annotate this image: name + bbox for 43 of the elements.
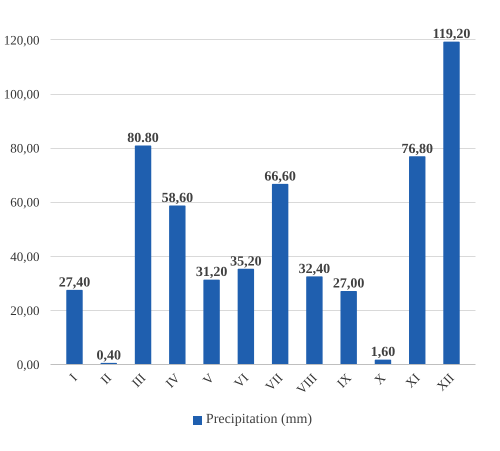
data-label: 66,60 bbox=[264, 169, 296, 184]
bar bbox=[409, 156, 426, 364]
bar bbox=[272, 184, 288, 364]
y-tick-label: 0,00 bbox=[16, 357, 40, 372]
x-tick-label: III bbox=[128, 370, 148, 390]
data-label: 27,40 bbox=[58, 275, 90, 290]
data-label: 31,20 bbox=[196, 265, 228, 280]
data-label: 1,60 bbox=[370, 345, 396, 360]
y-tick-label: 80,00 bbox=[10, 140, 40, 156]
data-label: 32,40 bbox=[298, 262, 330, 277]
bar bbox=[203, 280, 220, 364]
data-label: 58,60 bbox=[162, 191, 194, 206]
x-tick-label: V bbox=[200, 370, 218, 388]
x-tick-label: X bbox=[371, 370, 389, 388]
bar bbox=[134, 145, 152, 364]
data-label: 76,80 bbox=[401, 142, 433, 157]
x-tick-label: VI bbox=[230, 370, 252, 391]
y-tick-label: 40,00 bbox=[10, 248, 40, 264]
x-tick-label: IV bbox=[162, 370, 184, 391]
x-tick-label: II bbox=[97, 370, 114, 387]
bar bbox=[238, 268, 254, 364]
data-label: 80.80 bbox=[127, 130, 159, 146]
y-tick-label: 120,00 bbox=[4, 32, 40, 48]
y-tick-label: 100,00 bbox=[4, 86, 40, 102]
bar bbox=[66, 290, 83, 364]
x-tick-label: I bbox=[66, 370, 80, 384]
bar bbox=[443, 42, 460, 364]
x-tick-label: IX bbox=[334, 370, 354, 391]
x-tick-label: VIII bbox=[293, 370, 320, 397]
data-label: 27,00 bbox=[332, 276, 364, 292]
y-tick-label: 20,00 bbox=[10, 302, 40, 318]
data-label: 0,40 bbox=[96, 348, 122, 364]
y-tick-label: 60,00 bbox=[10, 194, 40, 210]
bar bbox=[374, 360, 392, 364]
legend-label: Precipitation (mm) bbox=[204, 411, 312, 429]
data-label: 119,20 bbox=[432, 27, 470, 42]
data-label: 35,20 bbox=[230, 254, 262, 270]
bar bbox=[169, 206, 186, 364]
bar bbox=[306, 276, 323, 364]
x-tick-label: XII bbox=[434, 370, 457, 394]
x-tick-label: XI bbox=[402, 370, 423, 391]
x-tick-label: VII bbox=[262, 370, 286, 394]
bar bbox=[340, 290, 357, 364]
